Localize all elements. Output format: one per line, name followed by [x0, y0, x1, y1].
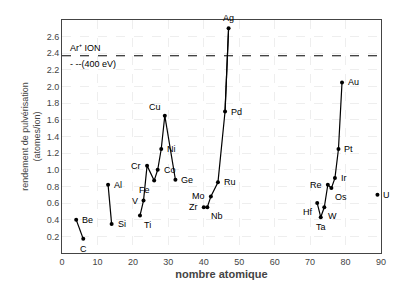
svg-text:30: 30 — [163, 257, 173, 267]
svg-text:Pd: Pd — [231, 107, 242, 117]
svg-text:C: C — [80, 244, 87, 254]
svg-text:10: 10 — [92, 257, 102, 267]
svg-text:Al: Al — [114, 180, 122, 190]
svg-text:2.2: 2.2 — [47, 65, 60, 75]
svg-text:70: 70 — [305, 257, 315, 267]
svg-text:V: V — [132, 196, 138, 206]
svg-text:Si: Si — [118, 219, 126, 229]
svg-text:1.6: 1.6 — [47, 115, 60, 125]
svg-text:1.8: 1.8 — [47, 98, 60, 108]
svg-text:0.8: 0.8 — [47, 182, 60, 192]
svg-text:rendement de pulvérisation(ato: rendement de pulvérisation(atomes/ion) — [20, 82, 42, 191]
svg-text:Co: Co — [164, 165, 176, 175]
svg-text:Ir: Ir — [341, 173, 347, 183]
svg-text:Re: Re — [310, 180, 322, 190]
svg-text:Ar⁺ ION: Ar⁺ ION — [70, 43, 101, 53]
svg-text:Ge: Ge — [181, 175, 193, 185]
svg-text:Ta: Ta — [316, 222, 326, 232]
svg-text:Mo: Mo — [192, 191, 205, 201]
svg-text:Nb: Nb — [211, 211, 223, 221]
svg-text:2.6: 2.6 — [47, 32, 60, 42]
svg-text:60: 60 — [270, 257, 280, 267]
svg-text:Cr: Cr — [131, 161, 141, 171]
svg-text:Ru: Ru — [224, 177, 236, 187]
svg-text:Os: Os — [335, 192, 347, 202]
svg-text:1.4: 1.4 — [47, 132, 60, 142]
svg-text:Ni: Ni — [167, 144, 176, 154]
svg-text:0.2: 0.2 — [47, 232, 60, 242]
svg-text:0.6: 0.6 — [47, 198, 60, 208]
svg-text:nombre atomique: nombre atomique — [175, 268, 267, 280]
svg-text:Zr: Zr — [189, 202, 198, 212]
svg-text:Hf: Hf — [303, 207, 312, 217]
svg-text:50: 50 — [234, 257, 244, 267]
svg-text:1.0: 1.0 — [47, 165, 60, 175]
svg-text:W: W — [328, 211, 337, 221]
svg-text:Pt: Pt — [344, 144, 353, 154]
svg-text:U: U — [383, 190, 390, 200]
svg-text:0: 0 — [59, 257, 64, 267]
svg-text:Cu: Cu — [149, 102, 161, 112]
svg-text:40: 40 — [199, 257, 209, 267]
svg-text:Fe: Fe — [139, 185, 150, 195]
svg-text:2.4: 2.4 — [47, 48, 60, 58]
svg-text:1.2: 1.2 — [47, 148, 60, 158]
svg-text:80: 80 — [341, 257, 351, 267]
svg-text:Au: Au — [348, 77, 359, 87]
svg-text:Be: Be — [82, 215, 93, 225]
svg-text:- --(400 eV): - --(400 eV) — [70, 59, 116, 69]
svg-text:20: 20 — [128, 257, 138, 267]
svg-text:90: 90 — [376, 257, 386, 267]
svg-text:Ag: Ag — [223, 13, 234, 23]
svg-text:Ti: Ti — [144, 220, 151, 230]
svg-text:2.0: 2.0 — [47, 82, 60, 92]
svg-text:0.4: 0.4 — [47, 215, 60, 225]
